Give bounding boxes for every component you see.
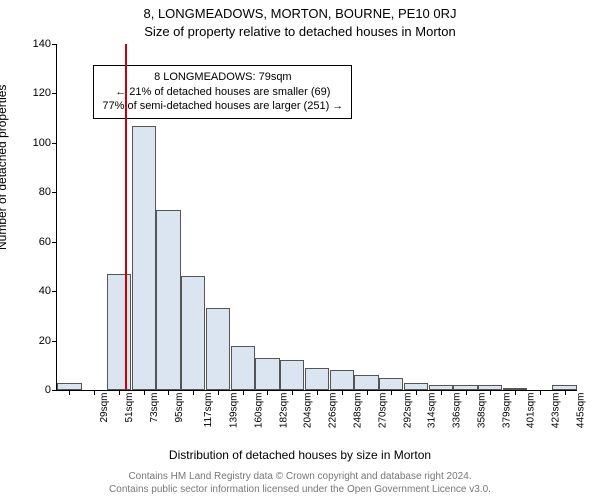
annotation-line3: 77% of semi-detached houses are larger (… bbox=[102, 99, 343, 114]
y-tick-label: 120 bbox=[21, 87, 51, 99]
x-tick-label: 29sqm bbox=[99, 393, 110, 423]
x-tick-label: 445sqm bbox=[575, 393, 586, 429]
histogram-bar bbox=[57, 383, 81, 390]
x-tick-label: 270sqm bbox=[377, 393, 388, 429]
x-tick-mark bbox=[267, 390, 268, 395]
y-axis-label: Number of detached properties bbox=[0, 85, 9, 250]
histogram-bar bbox=[330, 370, 354, 390]
x-tick-mark bbox=[490, 390, 491, 395]
x-tick-label: 248sqm bbox=[353, 393, 364, 429]
x-tick-mark bbox=[119, 390, 120, 395]
x-tick-label: 226sqm bbox=[328, 393, 339, 429]
histogram-bar bbox=[132, 126, 156, 390]
x-tick-mark bbox=[565, 390, 566, 395]
chart-plot-area: 8 LONGMEADOWS: 79sqm ← 21% of detached h… bbox=[56, 44, 577, 391]
x-tick-mark bbox=[416, 390, 417, 395]
y-tick-mark bbox=[52, 143, 57, 144]
x-tick-mark bbox=[168, 390, 169, 395]
x-tick-mark bbox=[515, 390, 516, 395]
x-tick-mark bbox=[218, 390, 219, 395]
x-tick-label: 182sqm bbox=[278, 393, 289, 429]
chart-title-subtitle: Size of property relative to detached ho… bbox=[0, 24, 600, 39]
x-tick-label: 336sqm bbox=[452, 393, 463, 429]
y-tick-label: 100 bbox=[21, 137, 51, 149]
y-tick-mark bbox=[52, 291, 57, 292]
y-tick-label: 60 bbox=[21, 236, 51, 248]
x-tick-mark bbox=[367, 390, 368, 395]
x-tick-label: 292sqm bbox=[402, 393, 413, 429]
x-tick-label: 401sqm bbox=[526, 393, 537, 429]
footer-line1: Contains HM Land Registry data © Crown c… bbox=[0, 470, 600, 483]
x-tick-mark bbox=[193, 390, 194, 395]
x-axis-label: Distribution of detached houses by size … bbox=[0, 448, 600, 462]
histogram-bar bbox=[305, 368, 329, 390]
x-tick-mark bbox=[144, 390, 145, 395]
x-tick-mark bbox=[94, 390, 95, 395]
histogram-bar bbox=[404, 383, 428, 390]
x-tick-label: 358sqm bbox=[476, 393, 487, 429]
x-tick-mark bbox=[69, 390, 70, 395]
y-tick-label: 140 bbox=[21, 38, 51, 50]
x-tick-label: 314sqm bbox=[427, 393, 438, 429]
x-tick-mark bbox=[391, 390, 392, 395]
x-tick-label: 204sqm bbox=[303, 393, 314, 429]
chart-footer: Contains HM Land Registry data © Crown c… bbox=[0, 470, 600, 496]
reference-marker-line bbox=[125, 44, 127, 390]
footer-line2: Contains public sector information licen… bbox=[0, 483, 600, 496]
histogram-bar bbox=[107, 274, 131, 390]
annotation-line1: 8 LONGMEADOWS: 79sqm bbox=[102, 70, 343, 85]
x-tick-label: 73sqm bbox=[149, 393, 160, 423]
histogram-bar bbox=[206, 308, 230, 390]
x-tick-label: 139sqm bbox=[229, 393, 240, 429]
y-tick-mark bbox=[52, 390, 57, 391]
histogram-bar bbox=[231, 346, 255, 390]
histogram-bar bbox=[255, 358, 279, 390]
y-tick-mark bbox=[52, 192, 57, 193]
x-tick-mark bbox=[243, 390, 244, 395]
histogram-bar bbox=[156, 210, 180, 390]
x-tick-label: 51sqm bbox=[124, 393, 135, 423]
histogram-bar bbox=[354, 375, 378, 390]
annotation-box: 8 LONGMEADOWS: 79sqm ← 21% of detached h… bbox=[93, 65, 352, 120]
y-tick-mark bbox=[52, 44, 57, 45]
chart-title-address: 8, LONGMEADOWS, MORTON, BOURNE, PE10 0RJ bbox=[0, 6, 600, 21]
y-tick-label: 0 bbox=[21, 384, 51, 396]
histogram-bar bbox=[379, 378, 403, 390]
x-tick-mark bbox=[292, 390, 293, 395]
x-tick-mark bbox=[466, 390, 467, 395]
annotation-line2: ← 21% of detached houses are smaller (69… bbox=[102, 85, 343, 100]
x-tick-label: 423sqm bbox=[551, 393, 562, 429]
x-tick-mark bbox=[441, 390, 442, 395]
x-tick-label: 379sqm bbox=[501, 393, 512, 429]
x-tick-label: 95sqm bbox=[174, 393, 185, 423]
x-tick-mark bbox=[342, 390, 343, 395]
y-tick-label: 40 bbox=[21, 285, 51, 297]
y-tick-mark bbox=[52, 341, 57, 342]
y-tick-label: 80 bbox=[21, 186, 51, 198]
histogram-bar bbox=[181, 276, 205, 390]
x-tick-label: 117sqm bbox=[203, 393, 214, 428]
x-tick-mark bbox=[540, 390, 541, 395]
y-tick-mark bbox=[52, 242, 57, 243]
histogram-bar bbox=[280, 360, 304, 390]
y-tick-label: 20 bbox=[21, 335, 51, 347]
x-tick-label: 160sqm bbox=[254, 393, 265, 429]
x-tick-mark bbox=[317, 390, 318, 395]
y-tick-mark bbox=[52, 93, 57, 94]
